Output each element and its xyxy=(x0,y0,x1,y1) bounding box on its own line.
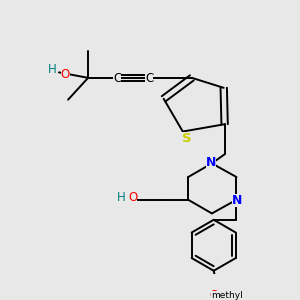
Text: methyl: methyl xyxy=(212,291,243,300)
Text: C: C xyxy=(145,72,153,85)
Text: S: S xyxy=(182,132,191,145)
Text: O: O xyxy=(128,190,137,203)
Text: O: O xyxy=(209,289,218,300)
Text: H: H xyxy=(48,63,57,76)
Text: H: H xyxy=(116,190,125,203)
Text: N: N xyxy=(232,194,243,207)
Text: O: O xyxy=(61,68,70,81)
Text: C: C xyxy=(113,72,122,85)
Text: N: N xyxy=(206,156,216,169)
